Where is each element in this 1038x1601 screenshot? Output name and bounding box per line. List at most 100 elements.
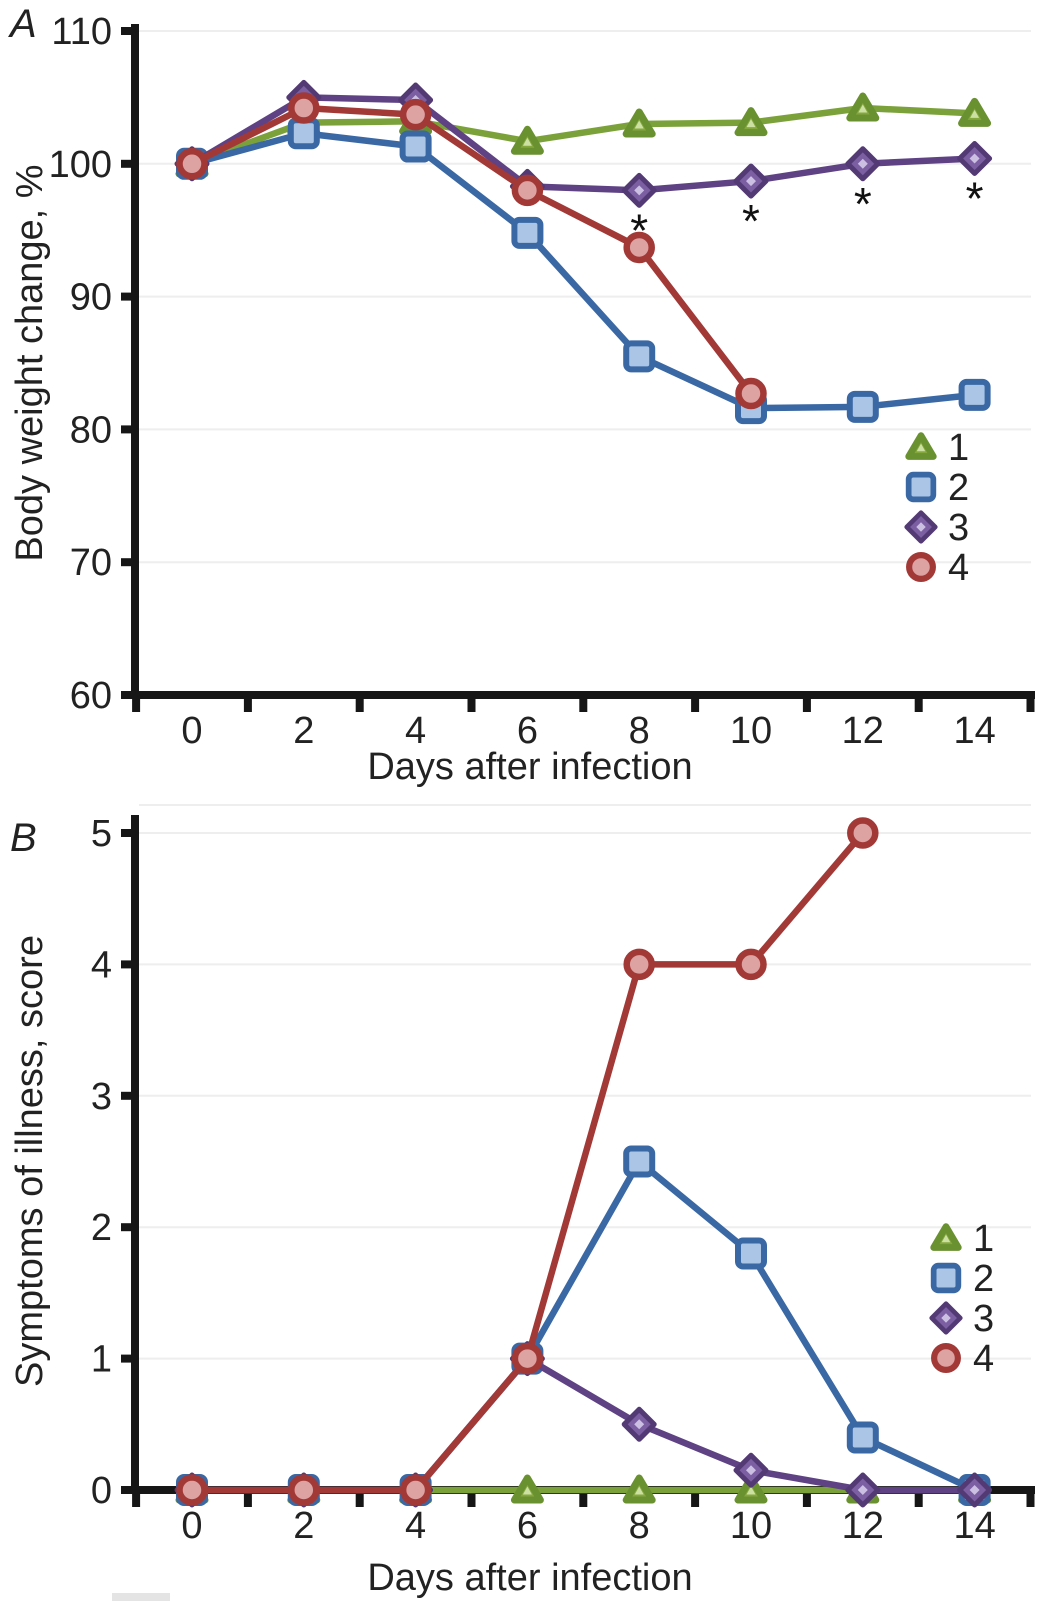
diamond-marker-center (857, 1485, 868, 1495)
x-tick-mark (355, 699, 364, 712)
x-tick-mark (132, 1494, 141, 1507)
legend-item-3: 3 (904, 507, 969, 549)
y-tick-label: 70 (70, 542, 112, 584)
square-marker-icon (623, 340, 656, 373)
series-2 (176, 117, 991, 425)
series-1-line (188, 104, 978, 168)
legend-label: 1 (948, 427, 969, 469)
square-marker-icon (846, 390, 879, 423)
legend-item-3: 3 (929, 1298, 994, 1340)
y-tick-mark (121, 960, 135, 969)
x-tick-label: 12 (842, 1505, 884, 1547)
y-tick-mark (121, 1223, 135, 1232)
series-2 (176, 1145, 991, 1506)
y-tick-mark (121, 292, 135, 301)
square-marker-icon (399, 130, 432, 163)
legend-label: 3 (948, 507, 969, 549)
x-tick-mark (579, 699, 588, 712)
y-tick-mark (121, 425, 135, 434)
triangle-marker-center (941, 1234, 951, 1243)
x-tick-mark (243, 699, 252, 712)
x-tick-mark (691, 1494, 700, 1507)
y-tick-label: 60 (70, 675, 112, 717)
significance-asterisk: * (630, 204, 648, 256)
circle-marker-icon (399, 98, 432, 131)
x-tick-label: 6 (517, 710, 538, 752)
x-tick-label: 2 (293, 1505, 314, 1547)
series-3-line (188, 94, 978, 194)
axes (121, 24, 1035, 712)
y-tick-label: 80 (70, 409, 112, 451)
y-tick-mark (121, 1486, 135, 1494)
x-tick-label: 0 (181, 710, 202, 752)
triangle-marker-center (746, 1486, 756, 1495)
legend-label: 2 (948, 467, 969, 509)
square-marker-icon (846, 1421, 879, 1454)
y-tick-label: 0 (91, 1470, 112, 1512)
x-tick-label: 6 (517, 1505, 538, 1547)
y-tick-label: 2 (91, 1207, 112, 1249)
circle-marker-icon (399, 1474, 432, 1506)
significance-asterisks: * * * * (630, 172, 983, 256)
square-marker-icon (958, 378, 991, 411)
square-marker-icon (930, 1262, 962, 1294)
y-tick-label: 3 (91, 1076, 112, 1118)
triangle-marker-center (522, 137, 532, 146)
triangle-marker-center (634, 120, 644, 129)
axes (121, 815, 1035, 1507)
y-tick-label: 110 (51, 11, 112, 53)
triangle-marker-center (970, 109, 980, 118)
y-axis-line (131, 24, 139, 699)
square-marker-icon (623, 1145, 656, 1178)
x-axis-title: Days after infection (367, 746, 692, 788)
y-tick-mark (121, 829, 135, 837)
x-tick-mark (579, 1494, 588, 1507)
diamond-marker-center (746, 1465, 756, 1476)
square-marker-icon (511, 216, 544, 249)
legend-item-4: 4 (931, 1338, 994, 1380)
circle-marker-icon (735, 377, 767, 410)
y-tick-mark (121, 1354, 135, 1363)
diamond-marker-center (634, 185, 645, 196)
x-tick-mark (914, 1494, 923, 1507)
triangle-marker-center (916, 443, 926, 452)
x-axis-line (131, 691, 1035, 699)
significance-asterisk: * (742, 195, 760, 247)
circle-marker-icon (931, 1343, 961, 1373)
legend-label: 3 (973, 1298, 994, 1340)
legend-label: 1 (973, 1218, 994, 1260)
panel-a-label: A (10, 2, 37, 46)
circle-marker-icon (623, 948, 655, 981)
square-marker-icon (735, 1237, 767, 1270)
circle-marker-icon (623, 231, 655, 264)
series-4-line (188, 104, 755, 397)
y-axis-title: Symptoms of illness, score (9, 935, 51, 1387)
cropped-legend-artifact (112, 1593, 170, 1601)
triangle-marker-center (746, 119, 756, 128)
significance-asterisk: * (854, 178, 872, 230)
x-tick-label: 12 (842, 710, 884, 752)
series-2-line (188, 130, 978, 412)
square-marker-icon (905, 471, 937, 503)
circle-marker-icon (735, 948, 767, 981)
y-tick-mark (121, 1091, 135, 1100)
x-tick-mark (1026, 1494, 1035, 1507)
diamond-marker-center (969, 153, 980, 164)
x-tick-mark (802, 1494, 811, 1507)
diamond-marker-center (916, 522, 926, 532)
gridlines (139, 804, 1031, 1360)
y-tick-label: 1 (91, 1339, 112, 1381)
x-tick-mark (467, 699, 476, 712)
x-tick-label: 8 (629, 710, 650, 752)
legend-item-1: 1 (930, 1218, 994, 1260)
legend-label: 2 (973, 1258, 994, 1300)
y-tick-label: 4 (91, 944, 112, 986)
legend-item-4: 4 (906, 547, 969, 589)
triangle-marker-center (634, 1486, 644, 1495)
